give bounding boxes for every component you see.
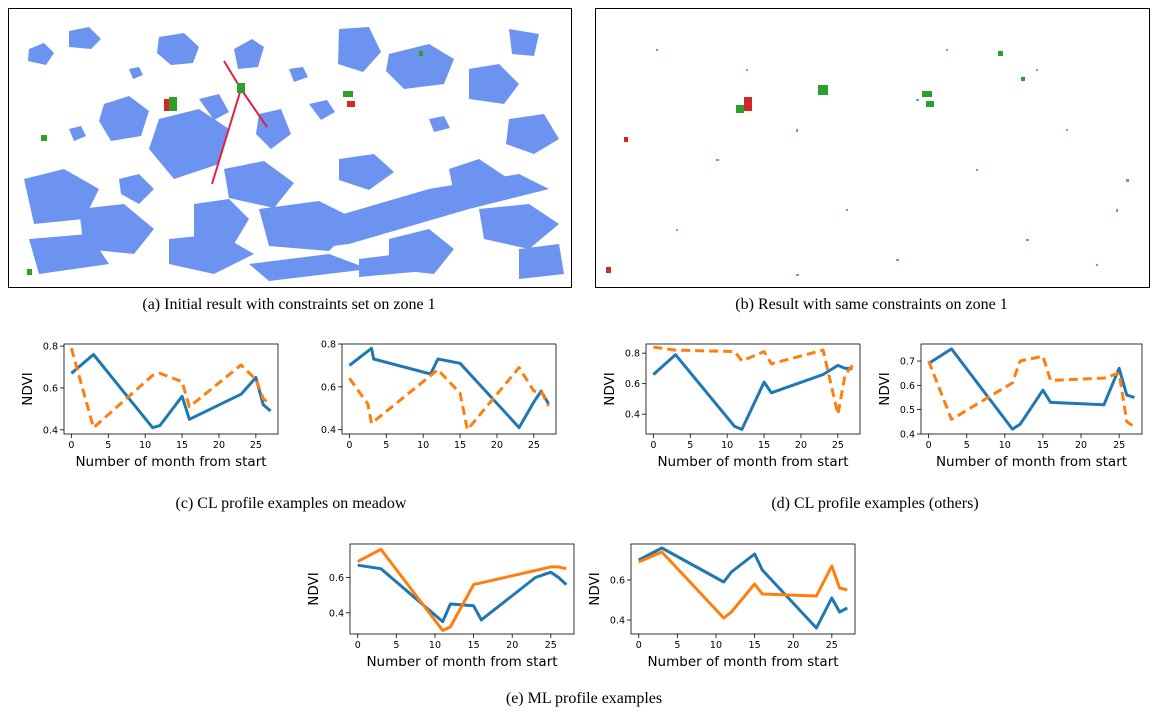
series-line-1 [638,546,848,630]
x-tick-label: 10 [417,440,429,451]
x-tick-label: 0 [68,440,74,451]
constraint-markers [27,51,423,275]
plot-frame [63,343,279,435]
x-tick-label: 10 [139,440,151,451]
x-tick-label: 5 [393,640,399,651]
y-axis-label: NDVI [20,372,36,405]
y-tick-label: 0.8 [321,340,336,351]
y-tick-label: 0.6 [900,381,915,392]
y-tick-label: 0.6 [610,576,625,587]
plot-frame [630,543,856,635]
x-tick-label: 25 [1113,440,1125,451]
x-tick-label: 20 [787,640,799,651]
map-same-constraints-result [595,8,1150,288]
plot-frame [341,343,557,435]
series-line-2 [356,547,567,632]
x-tick-label: 15 [1037,440,1049,451]
x-axis-label: Number of month from start [936,454,1127,470]
caption-b: (b) Result with same constraints on zone… [735,296,1008,313]
map-initial-result [8,8,572,288]
x-tick-label: 0 [650,440,656,451]
series-line-1 [652,353,853,431]
x-tick-label: 5 [687,440,693,451]
y-axis-label: NDVI [587,572,603,605]
series-line-1 [70,353,272,430]
series-line-2 [638,550,848,620]
series-line-2 [927,354,1136,428]
x-tick-label: 20 [491,440,503,451]
blue-regions [24,27,564,281]
plot-frame [920,343,1143,435]
y-tick-label: 0.6 [43,383,58,394]
chart-c2: 0 5 10 15 20 25 0.4 0.6 0.8 [321,340,557,451]
x-tick-label: 5 [105,440,111,451]
x-tick-label: 15 [749,640,761,651]
y-tick-label: 0.4 [900,430,915,441]
chart-d1: 0 5 10 15 20 25 0.4 0.6 0.8 Number of month from … [602,343,861,470]
x-tick-label: 0 [346,440,352,451]
x-tick-label: 25 [826,640,838,651]
x-tick-label: 5 [964,440,970,451]
series-line-1 [348,346,550,430]
x-tick-label: 25 [528,440,540,451]
series-line-1 [927,347,1135,431]
y-tick-label: 0.4 [43,425,58,436]
x-axis-label: Number of month from start [75,454,266,470]
x-tick-label: 20 [795,440,807,451]
y-tick-label: 0.8 [43,342,58,353]
x-tick-label: 10 [429,640,441,651]
y-tick-label: 0.4 [610,616,625,627]
y-tick-label: 0.4 [625,410,640,421]
x-tick-label: 15 [176,440,188,451]
x-tick-label: 20 [506,640,518,651]
plot-frame [349,543,575,635]
x-tick-label: 10 [999,440,1011,451]
y-axis-label: NDVI [306,572,322,605]
x-tick-label: 0 [926,440,932,451]
y-tick-label: 0.5 [900,405,915,416]
x-tick-label: 0 [636,640,642,651]
caption-d: (d) CL profile examples (others) [771,495,979,512]
y-axis-label: NDVI [602,372,618,405]
x-axis-label: Number of month from start [366,654,557,670]
y-tick-label: 0.4 [329,608,344,619]
sparse-blue-specks [656,49,1129,276]
y-tick-label: 0.6 [321,382,336,393]
chart-d2: 0 5 10 15 20 25 0.4 0.5 0.6 0.7 Number of month fr… [877,343,1143,470]
x-tick-label: 5 [674,640,680,651]
x-tick-label: 20 [213,440,225,451]
series-line-2 [69,347,272,430]
x-tick-label: 25 [545,640,557,651]
y-tick-label: 0.6 [625,379,640,390]
y-tick-label: 0.6 [329,573,344,584]
constraint-markers [606,51,1025,273]
caption-e: (e) ML profile examples [505,690,663,707]
caption-c: (c) CL profile examples on meadow [175,495,407,512]
x-tick-label: 25 [250,440,262,451]
chart-e2: 0 5 10 15 20 25 0.4 0.6 Number of month from sta… [587,543,856,670]
caption-a: (a) Initial result with constraints set … [142,296,436,313]
x-tick-label: 15 [758,440,770,451]
x-tick-label: 5 [383,440,389,451]
chart-c1: 0 5 10 15 20 25 0.4 0.6 0.8 Number of month from … [20,342,279,470]
y-tick-label: 0.7 [900,357,915,368]
chart-e1: 0 5 10 15 20 25 0.4 0.6 Number of month from sta… [306,543,575,670]
x-tick-label: 0 [355,640,361,651]
x-axis-label: Number of month from start [647,654,838,670]
x-tick-label: 25 [832,440,844,451]
x-tick-label: 20 [1075,440,1087,451]
x-tick-label: 10 [710,640,722,651]
y-axis-label: NDVI [877,372,893,405]
y-tick-label: 0.8 [625,349,640,360]
series-line-1 [357,563,568,624]
series-line-2 [653,345,854,416]
plot-frame [645,343,861,435]
x-axis-label: Number of month from start [657,454,848,470]
y-tick-label: 0.4 [321,425,336,436]
x-tick-label: 15 [468,640,480,651]
x-tick-label: 10 [721,440,733,451]
x-tick-label: 15 [454,440,466,451]
series-line-2 [348,366,550,432]
